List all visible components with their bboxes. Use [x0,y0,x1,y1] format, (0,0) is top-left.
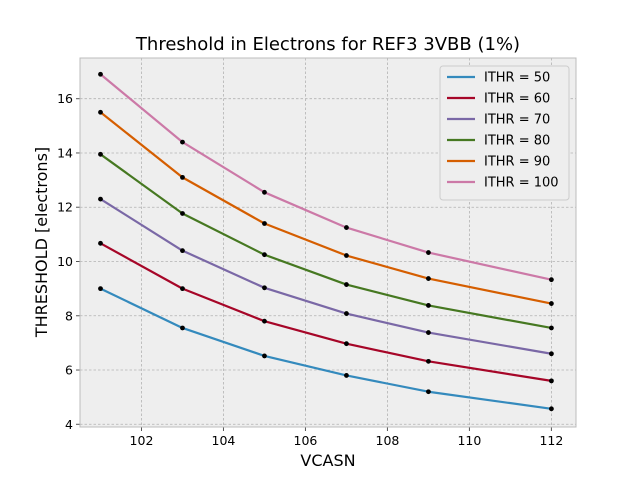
data-point [549,301,554,306]
x-tick-label: 104 [212,433,236,448]
plot-frame [79,57,577,428]
series-line [99,242,552,382]
series-line [100,287,552,410]
y-tick-label: 14 [57,145,73,160]
x-tick-label: 102 [130,433,154,448]
data-point [344,373,349,378]
data-point [549,277,554,283]
data-point [98,151,103,157]
data-point [426,250,431,255]
data-point [344,311,349,316]
y-tick-label: 12 [57,200,73,215]
data-point [180,174,185,180]
y-tick-label: 4 [65,417,73,432]
data-point [262,221,267,226]
data-point [344,282,349,287]
plot-area: 102 104 106 108 110 112 4 6 8 10 12 14 16 ITHR = 50 IT… [57,57,577,448]
data-point [262,318,267,324]
legend-label: ITHR = 100 [484,176,559,191]
y-axis-label: THRESHOLD [electrons] [32,147,51,338]
y-tick-label: 6 [65,363,73,378]
data-point [344,225,349,230]
data-point [549,325,554,331]
data-point [180,286,185,292]
legend-label: ITHR = 60 [484,92,550,107]
data-point [262,353,267,359]
series-line [99,73,552,281]
x-tick-label: 112 [539,433,563,448]
legend-label: ITHR = 90 [484,155,550,170]
data-point [98,109,103,115]
data-point [262,189,267,195]
data-point [262,252,267,258]
data-point [344,253,349,258]
legend-box [439,65,570,201]
x-axis-label: VCASN [300,451,355,470]
y-tick-label: 16 [57,91,73,106]
data-point [262,285,267,291]
data-point [180,325,185,331]
x-tick-label: 110 [457,433,481,448]
series-line [99,198,552,355]
data-point [98,196,103,202]
series-line [99,111,552,305]
data-point [426,358,431,364]
legend-label: ITHR = 80 [484,134,550,149]
y-tick-label: 10 [57,254,73,269]
data-point [344,341,349,347]
x-tick-label: 106 [294,433,318,448]
data-point [426,330,431,335]
data-point [549,351,554,357]
legend-label: ITHR = 70 [484,113,550,128]
chart-title: Threshold in Electrons for REF3 3VBB (1%… [135,34,520,55]
data-point [549,378,554,384]
data-point [426,303,431,308]
data-point [426,389,431,395]
data-point [549,406,554,412]
y-tick-label: 8 [65,308,73,323]
data-point [98,286,103,292]
series-line [99,153,552,330]
data-point [98,71,103,77]
legend-label: ITHR = 50 [484,71,550,86]
data-point [426,276,431,281]
data-point [98,240,103,246]
data-point [180,211,185,216]
data-point [180,139,185,145]
x-tick-label: 108 [376,433,400,448]
data-point [180,248,185,254]
